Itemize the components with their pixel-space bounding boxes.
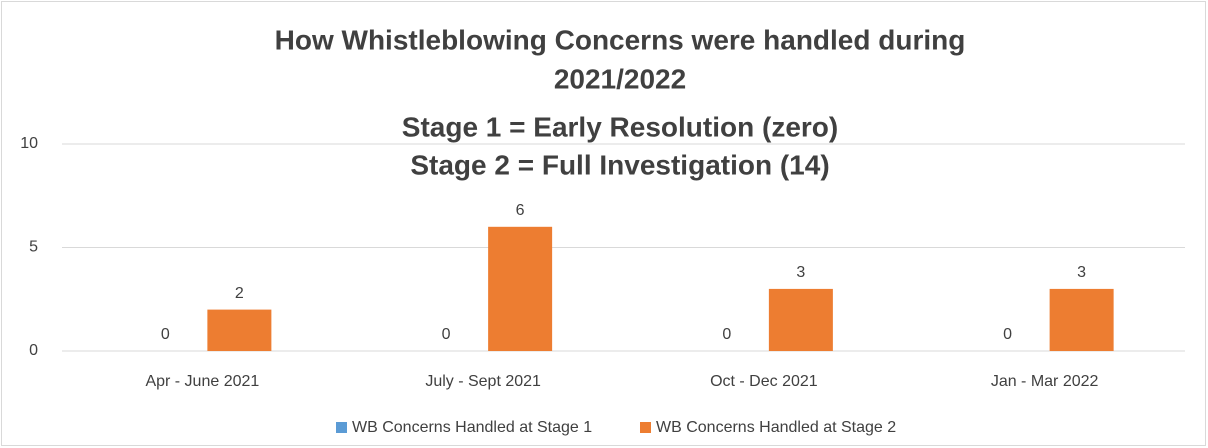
x-tick-label: Apr - June 2021	[145, 373, 259, 390]
x-tick-label: Jan - Mar 2022	[991, 373, 1099, 390]
data-label: 0	[1003, 326, 1012, 343]
bar	[768, 288, 833, 351]
data-label: 0	[161, 326, 170, 343]
x-tick-label: July - Sept 2021	[425, 373, 541, 390]
chart-title: Stage 2 = Full Investigation (14)	[410, 149, 829, 180]
y-tick-label: 10	[20, 135, 38, 152]
data-label: 6	[516, 202, 525, 219]
bar	[207, 309, 272, 351]
chart-title: How Whistleblowing Concerns were handled…	[275, 24, 966, 55]
data-label: 3	[1077, 264, 1086, 281]
data-label: 2	[235, 285, 244, 302]
bar	[488, 226, 553, 351]
chart-title: Stage 1 = Early Resolution (zero)	[402, 111, 838, 142]
data-label: 0	[722, 326, 731, 343]
legend-label: WB Concerns Handled at Stage 1	[352, 419, 592, 436]
legend-label: WB Concerns Handled at Stage 2	[656, 419, 896, 436]
y-tick-label: 0	[29, 342, 38, 359]
bar	[1049, 288, 1114, 351]
y-tick-label: 5	[29, 239, 38, 256]
data-label: 3	[796, 264, 805, 281]
data-label: 0	[442, 326, 451, 343]
x-tick-label: Oct - Dec 2021	[710, 373, 818, 390]
legend-swatch	[640, 422, 651, 433]
chart-title: 2021/2022	[554, 63, 686, 94]
legend-swatch	[336, 422, 347, 433]
